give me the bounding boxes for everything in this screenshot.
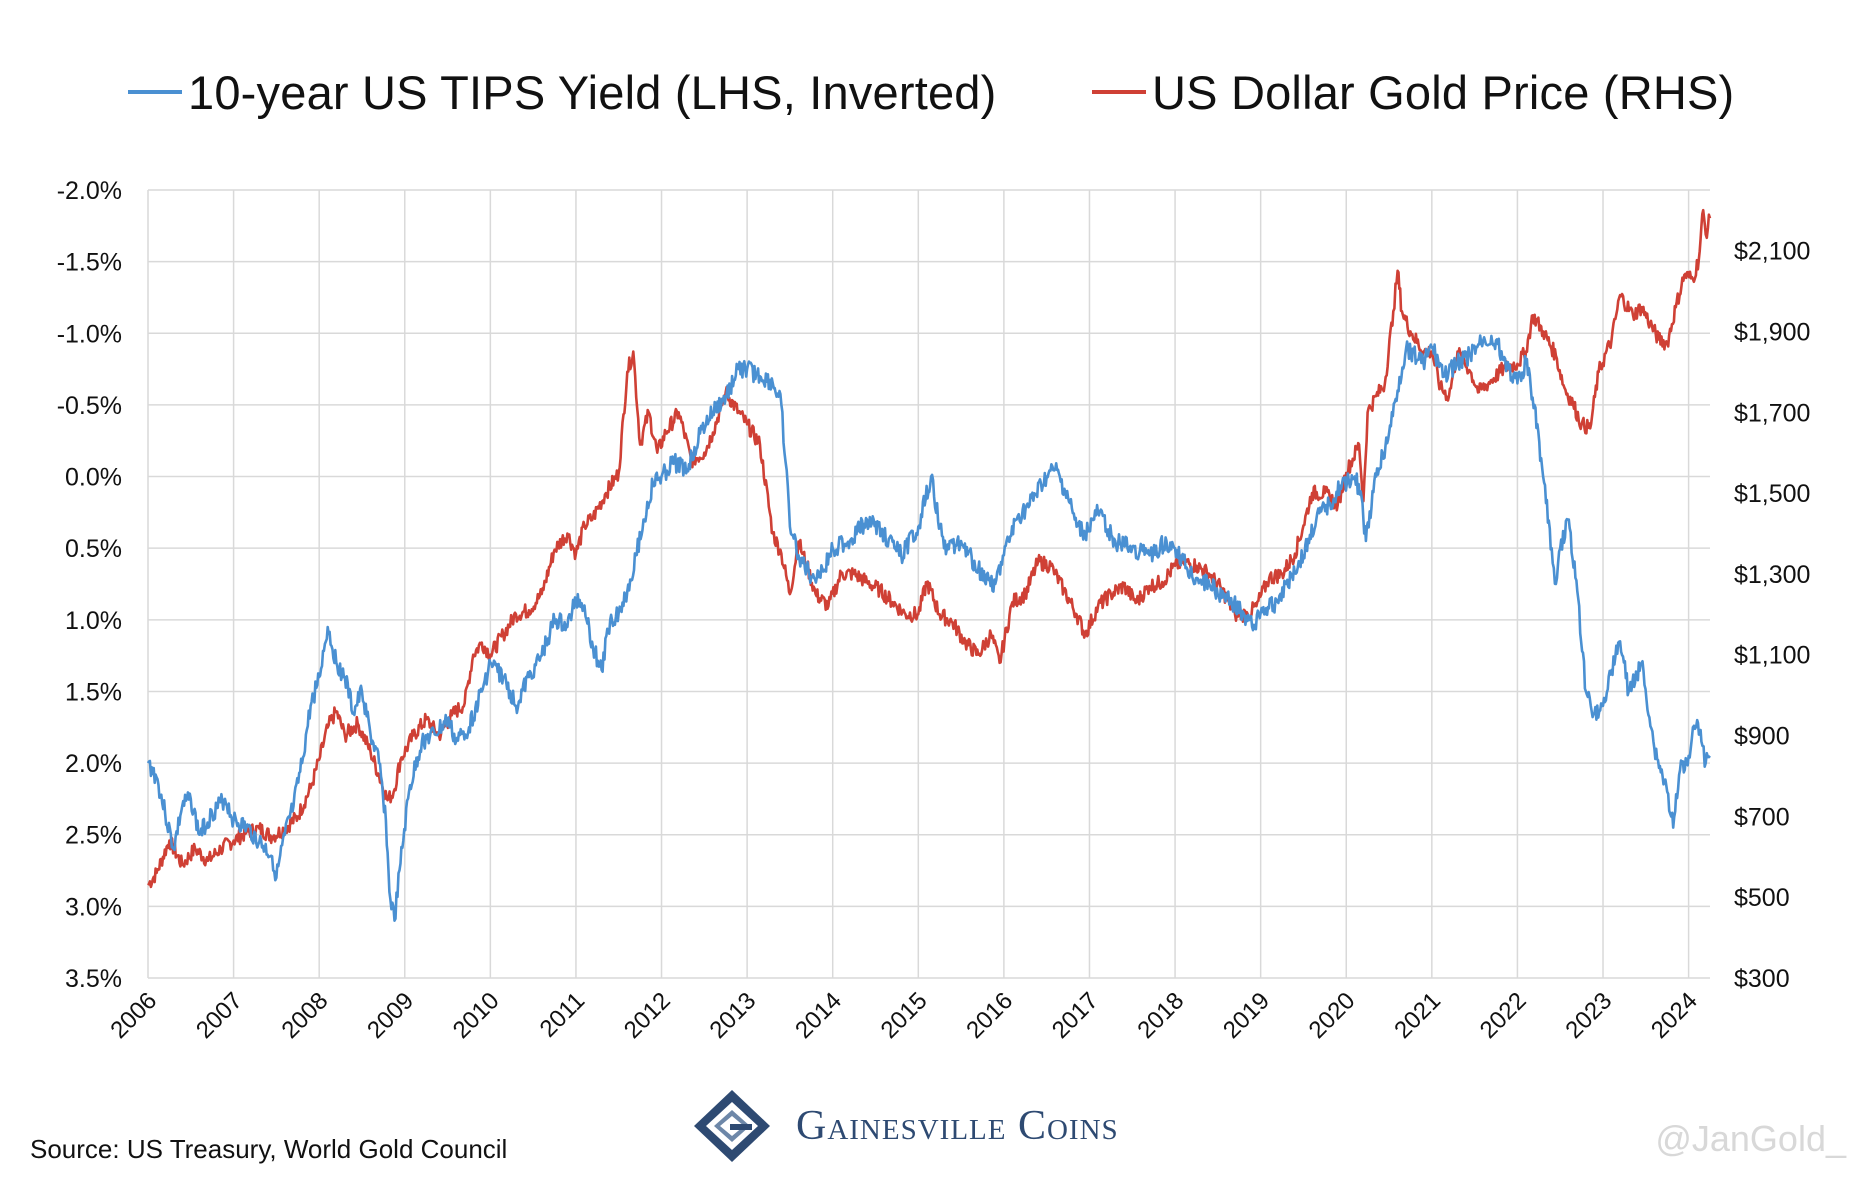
y-right-tick-label: $2,100 xyxy=(1734,238,1810,266)
legend-item-tips: 10-year US TIPS Yield (LHS, Inverted) xyxy=(128,62,997,122)
legend-swatch-gold xyxy=(1092,90,1146,94)
y-right-tick-label: $1,500 xyxy=(1734,480,1810,508)
y-left-tick-label: 0.5% xyxy=(65,535,122,563)
x-tick-label: 2008 xyxy=(277,987,334,1044)
gainesville-coins-logo-icon xyxy=(694,1090,770,1162)
x-tick-label: 2021 xyxy=(1389,987,1446,1044)
legend-label-gold: US Dollar Gold Price (RHS) xyxy=(1152,65,1735,119)
y-right-tick-label: $500 xyxy=(1734,884,1790,912)
x-tick-label: 2014 xyxy=(790,987,847,1044)
legend: 10-year US TIPS Yield (LHS, Inverted) US… xyxy=(0,62,1872,122)
x-tick-label: 2007 xyxy=(191,987,248,1044)
x-tick-label: 2016 xyxy=(961,987,1018,1044)
x-tick-label: 2015 xyxy=(876,987,933,1044)
y-left-tick-label: 3.5% xyxy=(65,965,122,993)
source-note: Source: US Treasury, World Gold Council xyxy=(30,1134,508,1164)
y-right-tick-label: $1,300 xyxy=(1734,561,1810,589)
x-tick-label: 2011 xyxy=(535,987,591,1043)
brand-name: Gainesville Coins xyxy=(796,1103,1119,1149)
y-right-tick-label: $700 xyxy=(1734,803,1790,831)
watermark: @JanGold_ xyxy=(1655,1118,1846,1159)
x-tick-label: 2017 xyxy=(1047,987,1104,1044)
y-left-tick-label: 0.0% xyxy=(65,464,122,492)
x-tick-label: 2019 xyxy=(1218,987,1275,1044)
x-tick-label: 2024 xyxy=(1646,987,1703,1044)
x-tick-label: 2009 xyxy=(362,987,419,1044)
legend-label-tips: 10-year US TIPS Yield (LHS, Inverted) xyxy=(188,65,997,119)
x-tick-label: 2022 xyxy=(1475,987,1532,1044)
legend-item-gold: US Dollar Gold Price (RHS) xyxy=(1092,62,1734,122)
y-right-tick-label: $1,900 xyxy=(1734,318,1810,346)
x-tick-label: 2018 xyxy=(1132,987,1189,1044)
y-right-tick-label: $1,700 xyxy=(1734,399,1810,427)
brand: Gainesville Coins xyxy=(690,1086,1119,1166)
x-tick-label: 2013 xyxy=(705,987,762,1044)
y-left-tick-label: -1.0% xyxy=(57,320,122,348)
x-tick-label: 2012 xyxy=(619,987,676,1044)
legend-swatch-tips xyxy=(128,90,182,94)
x-tick-label: 2023 xyxy=(1560,987,1617,1044)
series-line-gold-price xyxy=(147,208,1712,889)
y-right-tick-label: $1,100 xyxy=(1734,642,1810,670)
y-left-tick-label: -0.5% xyxy=(57,392,122,420)
y-left-tick-label: 1.0% xyxy=(65,607,122,635)
x-tick-label: 2010 xyxy=(448,987,505,1044)
y-left-tick-label: 1.5% xyxy=(65,678,122,706)
x-tick-label: 2020 xyxy=(1304,987,1361,1044)
y-right-tick-label: $900 xyxy=(1734,723,1790,751)
series-line-tips-yield xyxy=(146,334,1711,922)
y-left-tick-label: -1.5% xyxy=(57,249,122,277)
y-left-tick-label: 2.5% xyxy=(65,822,122,850)
y-left-tick-label: -2.0% xyxy=(57,177,122,205)
y-left-tick-label: 3.0% xyxy=(65,893,122,921)
y-right-tick-label: $300 xyxy=(1734,965,1790,993)
x-tick-label: 2006 xyxy=(105,987,162,1044)
y-left-tick-label: 2.0% xyxy=(65,750,122,778)
